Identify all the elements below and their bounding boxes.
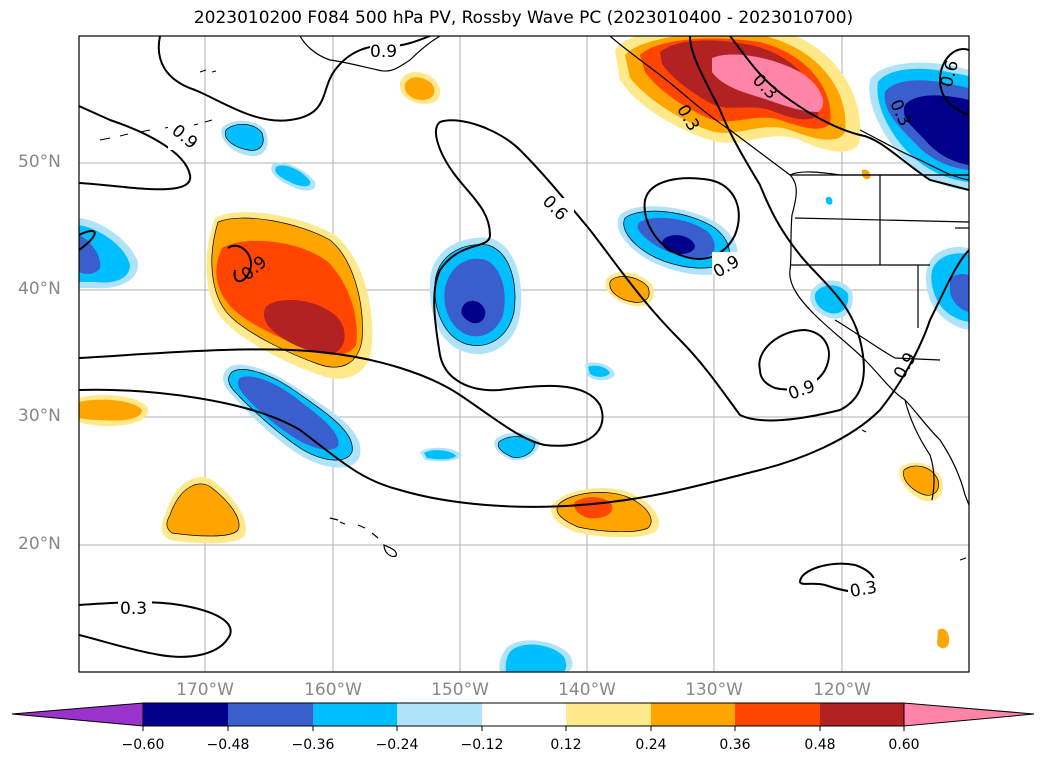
colorbar-swatch xyxy=(735,703,820,726)
coastlines xyxy=(299,36,969,557)
anomaly-negative-small-1-core xyxy=(814,285,849,314)
colorbar-swatch xyxy=(228,703,313,726)
colorbar-tick-label: 0.12 xyxy=(550,737,582,753)
colorbar-swatch xyxy=(566,703,651,726)
lon-label-140w: 140°W xyxy=(558,680,616,700)
lat-label-30n: 30°N xyxy=(18,406,61,426)
lat-label-20n: 20°N xyxy=(18,534,61,554)
lat-label-50n: 50°N xyxy=(18,152,61,172)
lon-label-130w: 130°W xyxy=(685,680,743,700)
colorbar xyxy=(11,702,1035,731)
colorbar-tick-label: 0.24 xyxy=(635,737,667,753)
anomaly-negative-central xyxy=(429,237,522,355)
colorbar-swatch xyxy=(143,703,228,726)
lat-label-40n: 40°N xyxy=(18,279,61,299)
colorbar-swatch xyxy=(482,703,566,726)
colorbar-tick-label: −0.60 xyxy=(121,737,165,753)
colorbar-extend-low xyxy=(11,702,144,727)
anomaly-positive-dot xyxy=(861,169,871,180)
anomaly-positive-southwest xyxy=(161,477,246,544)
lon-label-120w: 120°W xyxy=(813,680,871,700)
shading-outlines xyxy=(166,124,939,537)
anomaly-negative-south-core xyxy=(505,644,567,672)
colorbar-swatch xyxy=(820,703,904,726)
colorbar-tick-label: −0.48 xyxy=(206,737,250,753)
lon-label-160w: 160°W xyxy=(304,680,362,700)
colorbar-tick-label: −0.24 xyxy=(375,737,419,753)
anomaly-positive-north xyxy=(399,72,441,104)
contour-label: 0.3 xyxy=(120,599,147,619)
contour-label: 0.9 xyxy=(370,42,397,62)
anomaly-negative-small-4-core xyxy=(498,436,535,458)
colorbar-swatch xyxy=(651,703,735,726)
gridlines xyxy=(79,36,969,672)
lon-label-170w: 170°W xyxy=(176,680,234,700)
anomaly-positive-south xyxy=(551,487,659,538)
colorbar-swatch xyxy=(397,703,482,726)
anomaly-positive-small xyxy=(937,628,950,649)
map-border xyxy=(78,35,970,673)
colorbar-swatch xyxy=(313,703,397,726)
colorbar-tick-label: 0.48 xyxy=(804,737,836,753)
lon-label-150w: 150°W xyxy=(431,680,489,700)
colorbar-tick-label: 0.36 xyxy=(719,737,751,753)
anomaly-negative-southwest xyxy=(223,364,361,468)
anomaly-negative-small-2-core xyxy=(588,365,610,377)
anomaly-positive-northwest xyxy=(615,36,861,152)
anomaly-negative-california xyxy=(925,246,969,330)
anomaly-negative-north xyxy=(221,120,316,191)
anomaly-positive-west-edge xyxy=(79,395,149,427)
anomaly-negative-small-3-core xyxy=(424,450,456,460)
colorbar-extend-high xyxy=(903,702,1035,727)
colorbar-tick-label: 0.60 xyxy=(888,737,920,753)
colorbar-tick-label: −0.12 xyxy=(460,737,504,753)
anomaly-negative-west-edge xyxy=(79,218,139,289)
contour-label: 0.3 xyxy=(848,578,878,602)
anomaly-positive-west xyxy=(206,212,373,379)
map-title: 2023010200 F084 500 hPa PV, Rossby Wave … xyxy=(193,8,854,28)
anomaly-negative-dot xyxy=(825,196,833,205)
colorbar-tick-label: −0.36 xyxy=(291,737,335,753)
